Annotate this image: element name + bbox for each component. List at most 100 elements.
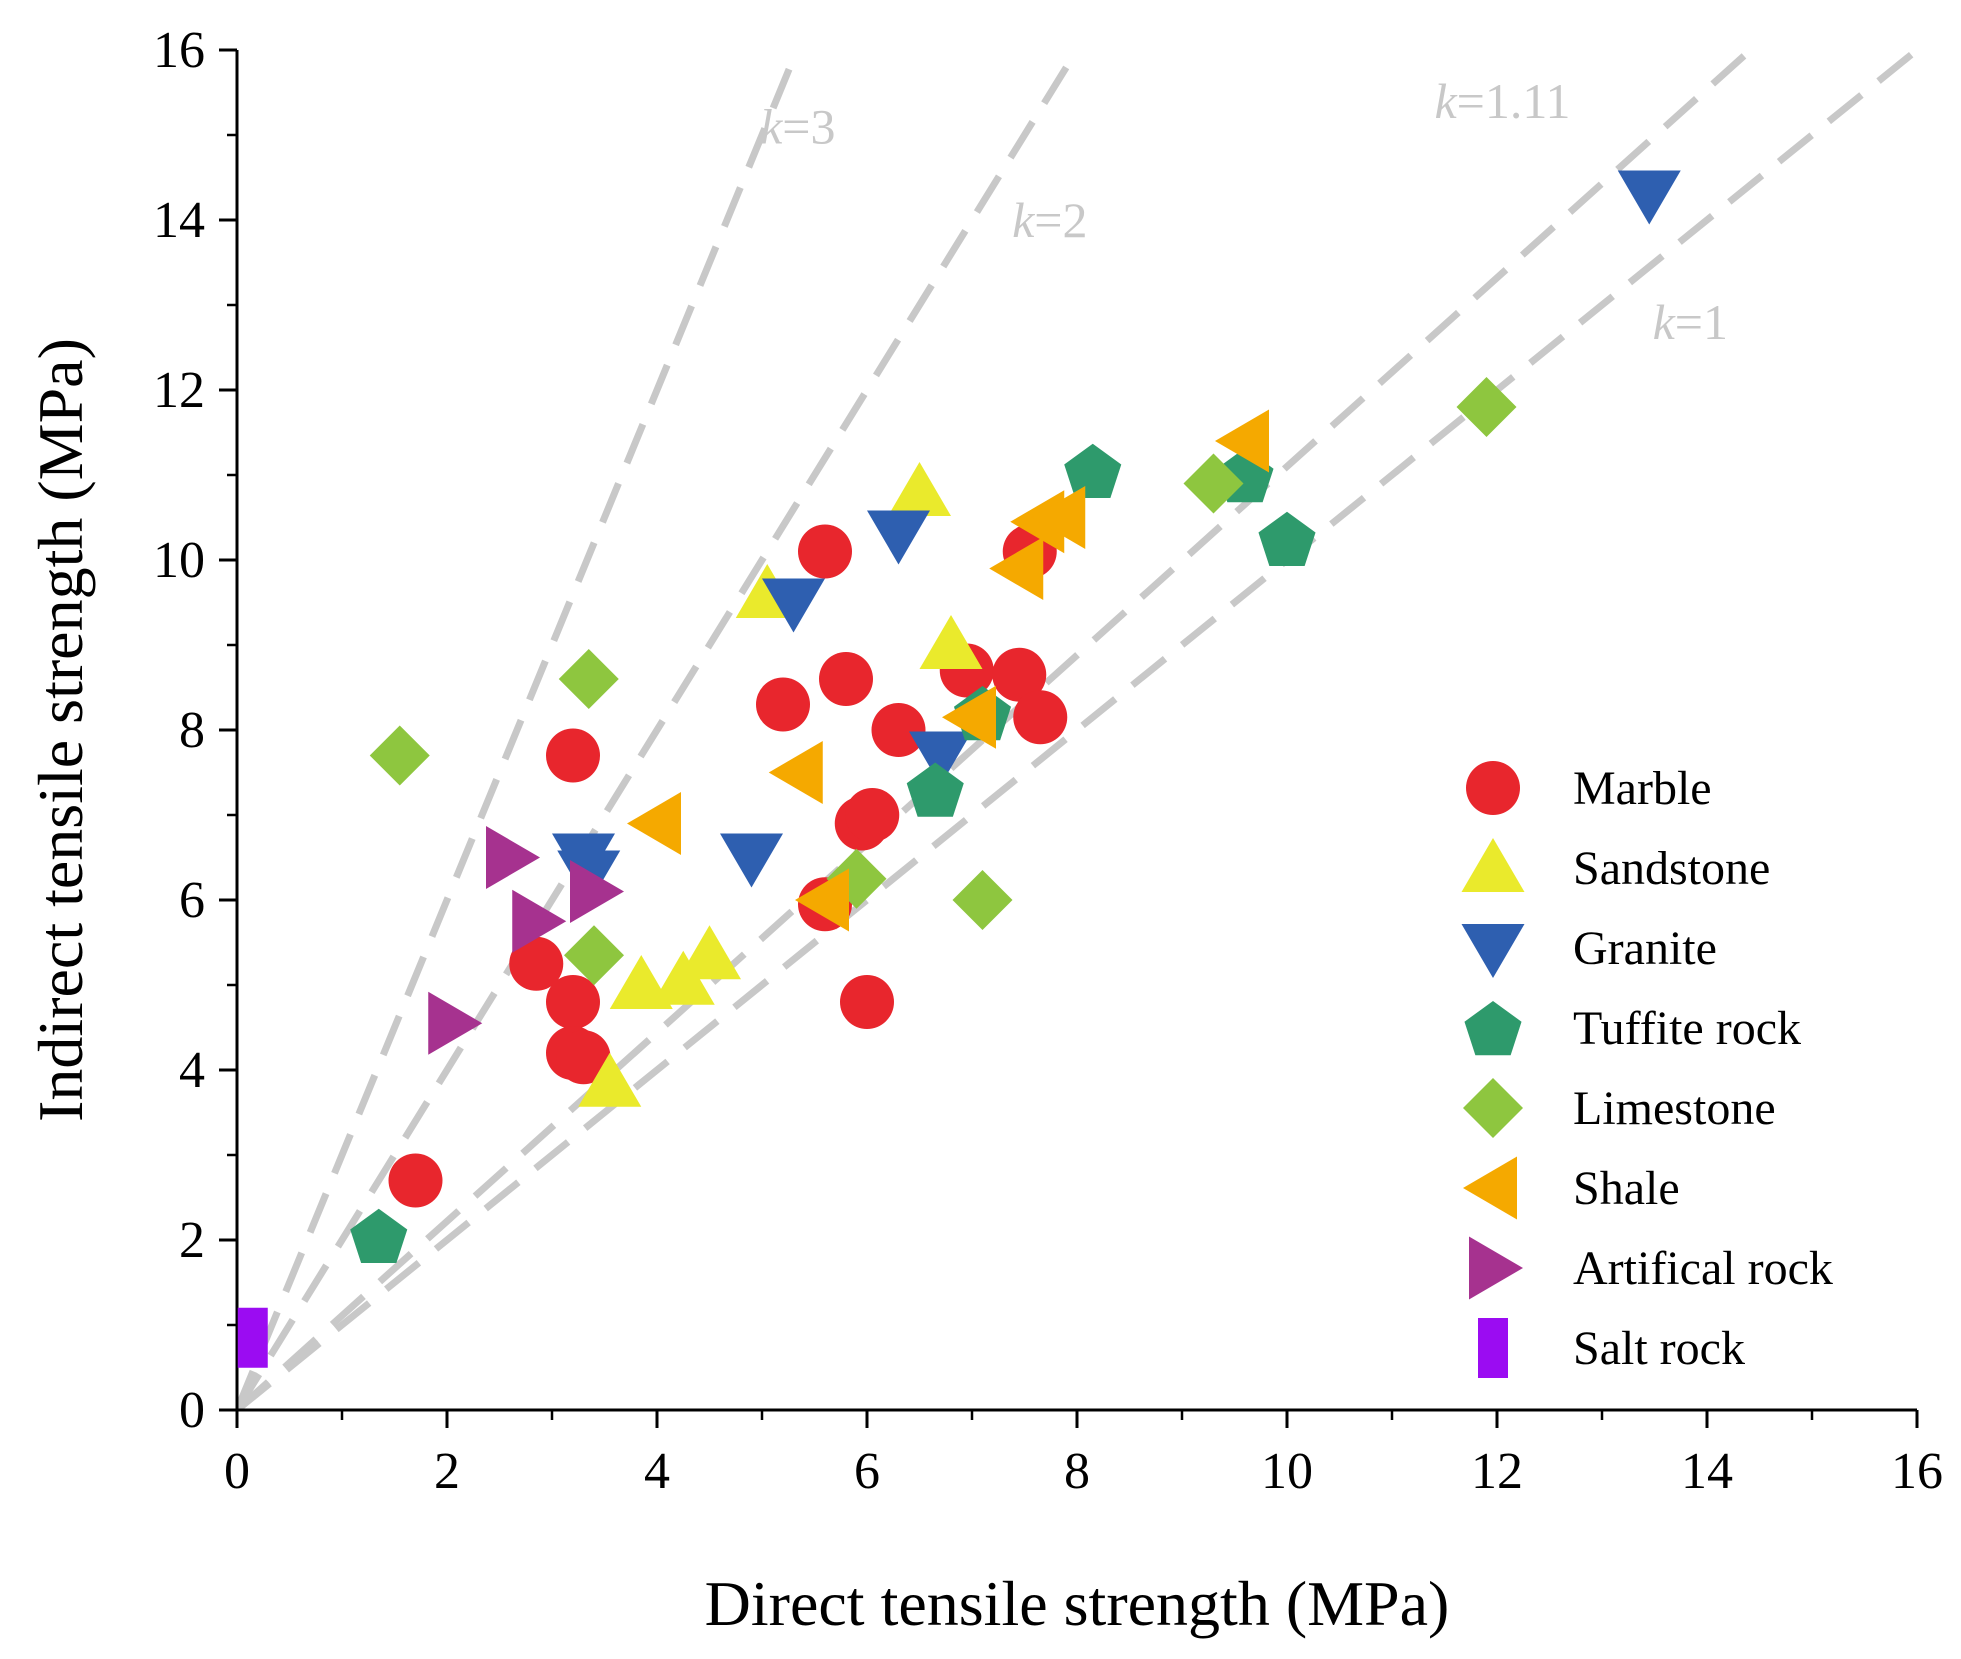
data-point [512, 889, 567, 953]
data-point [942, 685, 996, 749]
reference-line-label: k=1.11 [1434, 73, 1570, 129]
data-point [992, 647, 1047, 702]
reference-label-k: k [1434, 73, 1457, 129]
x-tick-label: 12 [1471, 1443, 1523, 1500]
y-tick-label: 10 [153, 532, 205, 589]
data-point [556, 1030, 611, 1085]
x-axis-ticks: 0 2 4 6 8 10 12 14 16 [224, 1410, 1943, 1500]
reference-label-value: =1 [1675, 294, 1728, 350]
data-point [795, 868, 849, 932]
data-point [756, 677, 810, 732]
reference-label-value: =3 [782, 99, 835, 155]
data-point [428, 991, 483, 1055]
data-point [1031, 486, 1086, 549]
reference-line-label: k=3 [760, 99, 835, 155]
data-point [1617, 170, 1681, 225]
data-point [1456, 377, 1517, 437]
legend-marker [1469, 1236, 1523, 1300]
data-point [1064, 443, 1122, 499]
data-point [871, 703, 926, 757]
data-point [720, 833, 783, 888]
data-point [1215, 409, 1269, 473]
legend-marker [1478, 1318, 1508, 1378]
series-artifical-rock [428, 826, 624, 1055]
data-point [867, 510, 930, 565]
legend-item: Sandstone [1461, 838, 1770, 895]
y-tick-label: 8 [179, 702, 205, 759]
legend-label: Shale [1573, 1162, 1680, 1215]
data-point [840, 975, 894, 1029]
data-point [888, 462, 951, 516]
series-tuffite-rock [350, 443, 1316, 1264]
data-point [798, 524, 852, 579]
data-point [845, 788, 900, 842]
data-point [369, 725, 430, 786]
series-shale [627, 409, 1269, 932]
y-tick-label: 0 [179, 1382, 205, 1439]
legend-item: Limestone [1463, 1078, 1776, 1138]
legend-label: Artifical rock [1573, 1242, 1833, 1295]
reference-line-k-3 [237, 50, 801, 1410]
data-point [509, 936, 564, 991]
x-tick-label: 2 [434, 1443, 460, 1500]
data-point [989, 537, 1044, 600]
y-tick-label: 12 [153, 362, 205, 419]
reference-line-label: k=1 [1653, 294, 1728, 350]
reference-line-k-1-11 [237, 50, 1753, 1410]
legend-item: Tuffite rock [1464, 1001, 1801, 1056]
reference-line-labels: k=3k=2k=1.11k=1 [760, 73, 1728, 350]
legend-item: Salt rock [1478, 1318, 1745, 1378]
legend-item: Artifical rock [1469, 1236, 1833, 1300]
reference-label-value: =2 [1034, 192, 1087, 248]
data-point [909, 731, 972, 786]
x-axis-title: Direct tensile strength (MPa) [705, 1568, 1450, 1639]
legend-label: Marble [1573, 762, 1712, 815]
data-point [546, 728, 600, 783]
legend-marker [1461, 838, 1525, 892]
data-point [546, 975, 600, 1029]
reference-label-k: k [1012, 192, 1035, 248]
reference-line-k-2 [237, 50, 1080, 1410]
data-point [1183, 453, 1244, 514]
reference-line-label: k=2 [1012, 192, 1087, 248]
y-tick-label: 6 [179, 872, 205, 929]
data-point [627, 792, 681, 855]
data-point [570, 860, 624, 923]
x-tick-label: 4 [644, 1443, 670, 1500]
data-point [678, 925, 741, 980]
data-point [486, 826, 540, 889]
x-tick-label: 16 [1891, 1443, 1943, 1500]
legend: Marble Sandstone Granite Tuffite rock Limest… [1461, 761, 1833, 1378]
data-point [558, 649, 619, 709]
data-point [237, 1307, 268, 1368]
data-point [388, 1153, 443, 1208]
data-point [1258, 511, 1316, 567]
data-point [1013, 690, 1068, 745]
legend-label: Salt rock [1573, 1322, 1745, 1375]
y-axis-title: Indirect tensile strength (MPa) [25, 338, 96, 1122]
legend-marker [1464, 1001, 1522, 1056]
data-point [919, 615, 983, 669]
legend-label: Granite [1573, 922, 1717, 975]
data-point [578, 1052, 642, 1107]
legend-label: Limestone [1573, 1082, 1776, 1135]
legend-marker [1463, 1078, 1523, 1138]
legend-item: Marble [1466, 761, 1712, 815]
data-point [952, 870, 1013, 930]
data-point [564, 925, 624, 986]
data-point [762, 578, 825, 633]
x-tick-label: 10 [1261, 1443, 1313, 1500]
series-salt-rock [237, 1307, 268, 1368]
reference-label-k: k [760, 99, 783, 155]
data-point [906, 762, 964, 817]
y-tick-label: 16 [153, 22, 205, 79]
reference-lines [237, 50, 1917, 1410]
x-tick-label: 0 [224, 1443, 250, 1500]
series-limestone [369, 377, 1517, 986]
x-tick-label: 6 [854, 1443, 880, 1500]
y-axis-ticks: 0 2 4 6 8 10 12 14 16 [153, 22, 237, 1439]
legend-label: Sandstone [1573, 842, 1770, 895]
series-sandstone [578, 462, 983, 1107]
reference-line-k-1 [237, 50, 1917, 1410]
